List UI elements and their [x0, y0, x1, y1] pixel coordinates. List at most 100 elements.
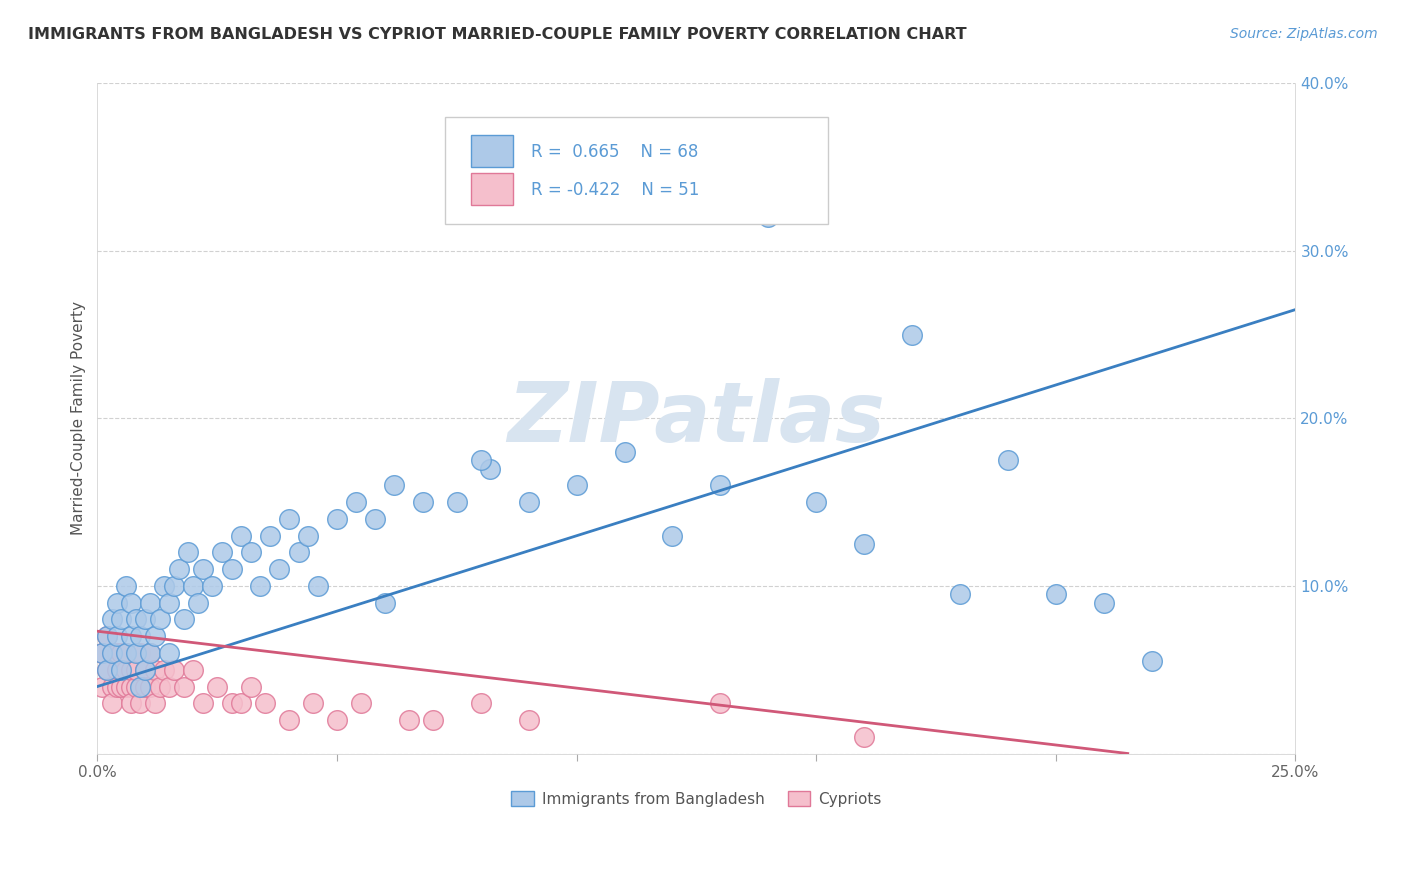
Point	[100, 696, 122, 710]
Point	[91, 646, 114, 660]
Point	[901, 327, 924, 342]
Point	[125, 613, 148, 627]
Point	[110, 663, 132, 677]
Point	[105, 680, 128, 694]
Point	[470, 453, 492, 467]
Point	[229, 529, 252, 543]
Point	[307, 579, 329, 593]
Point	[120, 663, 142, 677]
Point	[115, 680, 138, 694]
Point	[211, 545, 233, 559]
Point	[205, 680, 228, 694]
Point	[853, 537, 876, 551]
Point	[254, 696, 277, 710]
Point	[105, 629, 128, 643]
Point	[709, 696, 731, 710]
Point	[344, 495, 367, 509]
Point	[134, 663, 156, 677]
Point	[221, 696, 243, 710]
Point	[96, 663, 118, 677]
Point	[120, 680, 142, 694]
Point	[100, 613, 122, 627]
Point	[149, 613, 172, 627]
Point	[100, 680, 122, 694]
Point	[139, 680, 162, 694]
Point	[269, 562, 291, 576]
Point	[287, 545, 309, 559]
Point	[143, 629, 166, 643]
Point	[239, 680, 262, 694]
Point	[806, 495, 828, 509]
Legend: Immigrants from Bangladesh, Cypriots: Immigrants from Bangladesh, Cypriots	[505, 785, 887, 813]
Point	[105, 663, 128, 677]
Point	[1140, 654, 1163, 668]
Point	[129, 680, 152, 694]
Point	[470, 696, 492, 710]
Point	[1045, 587, 1067, 601]
Point	[143, 663, 166, 677]
Point	[249, 579, 271, 593]
Point	[163, 579, 186, 593]
Point	[239, 545, 262, 559]
Point	[997, 453, 1019, 467]
Point	[153, 579, 176, 593]
Point	[139, 596, 162, 610]
Point	[278, 512, 301, 526]
Text: R =  0.665    N = 68: R = 0.665 N = 68	[531, 143, 699, 161]
Point	[1092, 596, 1115, 610]
Point	[96, 629, 118, 643]
Point	[105, 646, 128, 660]
Point	[120, 629, 142, 643]
Point	[350, 696, 373, 710]
Point	[129, 629, 152, 643]
Point	[120, 596, 142, 610]
Point	[661, 529, 683, 543]
Point	[134, 663, 156, 677]
Point	[177, 545, 200, 559]
Point	[384, 478, 406, 492]
Point	[173, 680, 195, 694]
Point	[302, 696, 325, 710]
Text: ZIPatlas: ZIPatlas	[508, 378, 886, 459]
Point	[139, 646, 162, 660]
Point	[110, 680, 132, 694]
Y-axis label: Married-Couple Family Poverty: Married-Couple Family Poverty	[72, 301, 86, 535]
Point	[143, 696, 166, 710]
Point	[565, 478, 588, 492]
Point	[756, 211, 779, 225]
Point	[115, 646, 138, 660]
Point	[326, 713, 349, 727]
Point	[398, 713, 420, 727]
Point	[181, 663, 204, 677]
Point	[91, 646, 114, 660]
Point	[201, 579, 224, 593]
Point	[115, 663, 138, 677]
Text: Source: ZipAtlas.com: Source: ZipAtlas.com	[1230, 27, 1378, 41]
Point	[157, 680, 180, 694]
Point	[221, 562, 243, 576]
Point	[163, 663, 186, 677]
Point	[229, 696, 252, 710]
Point	[110, 613, 132, 627]
Point	[167, 562, 190, 576]
Point	[157, 646, 180, 660]
FancyBboxPatch shape	[471, 135, 513, 167]
Point	[139, 646, 162, 660]
Point	[149, 680, 172, 694]
Point	[100, 646, 122, 660]
Point	[120, 696, 142, 710]
Point	[134, 680, 156, 694]
Point	[949, 587, 972, 601]
Point	[96, 629, 118, 643]
Point	[191, 696, 214, 710]
Point	[187, 596, 209, 610]
Point	[125, 663, 148, 677]
Point	[157, 596, 180, 610]
Point	[709, 478, 731, 492]
FancyBboxPatch shape	[471, 173, 513, 205]
Point	[422, 713, 444, 727]
FancyBboxPatch shape	[444, 117, 828, 224]
Point	[853, 730, 876, 744]
Point	[110, 646, 132, 660]
Point	[91, 680, 114, 694]
